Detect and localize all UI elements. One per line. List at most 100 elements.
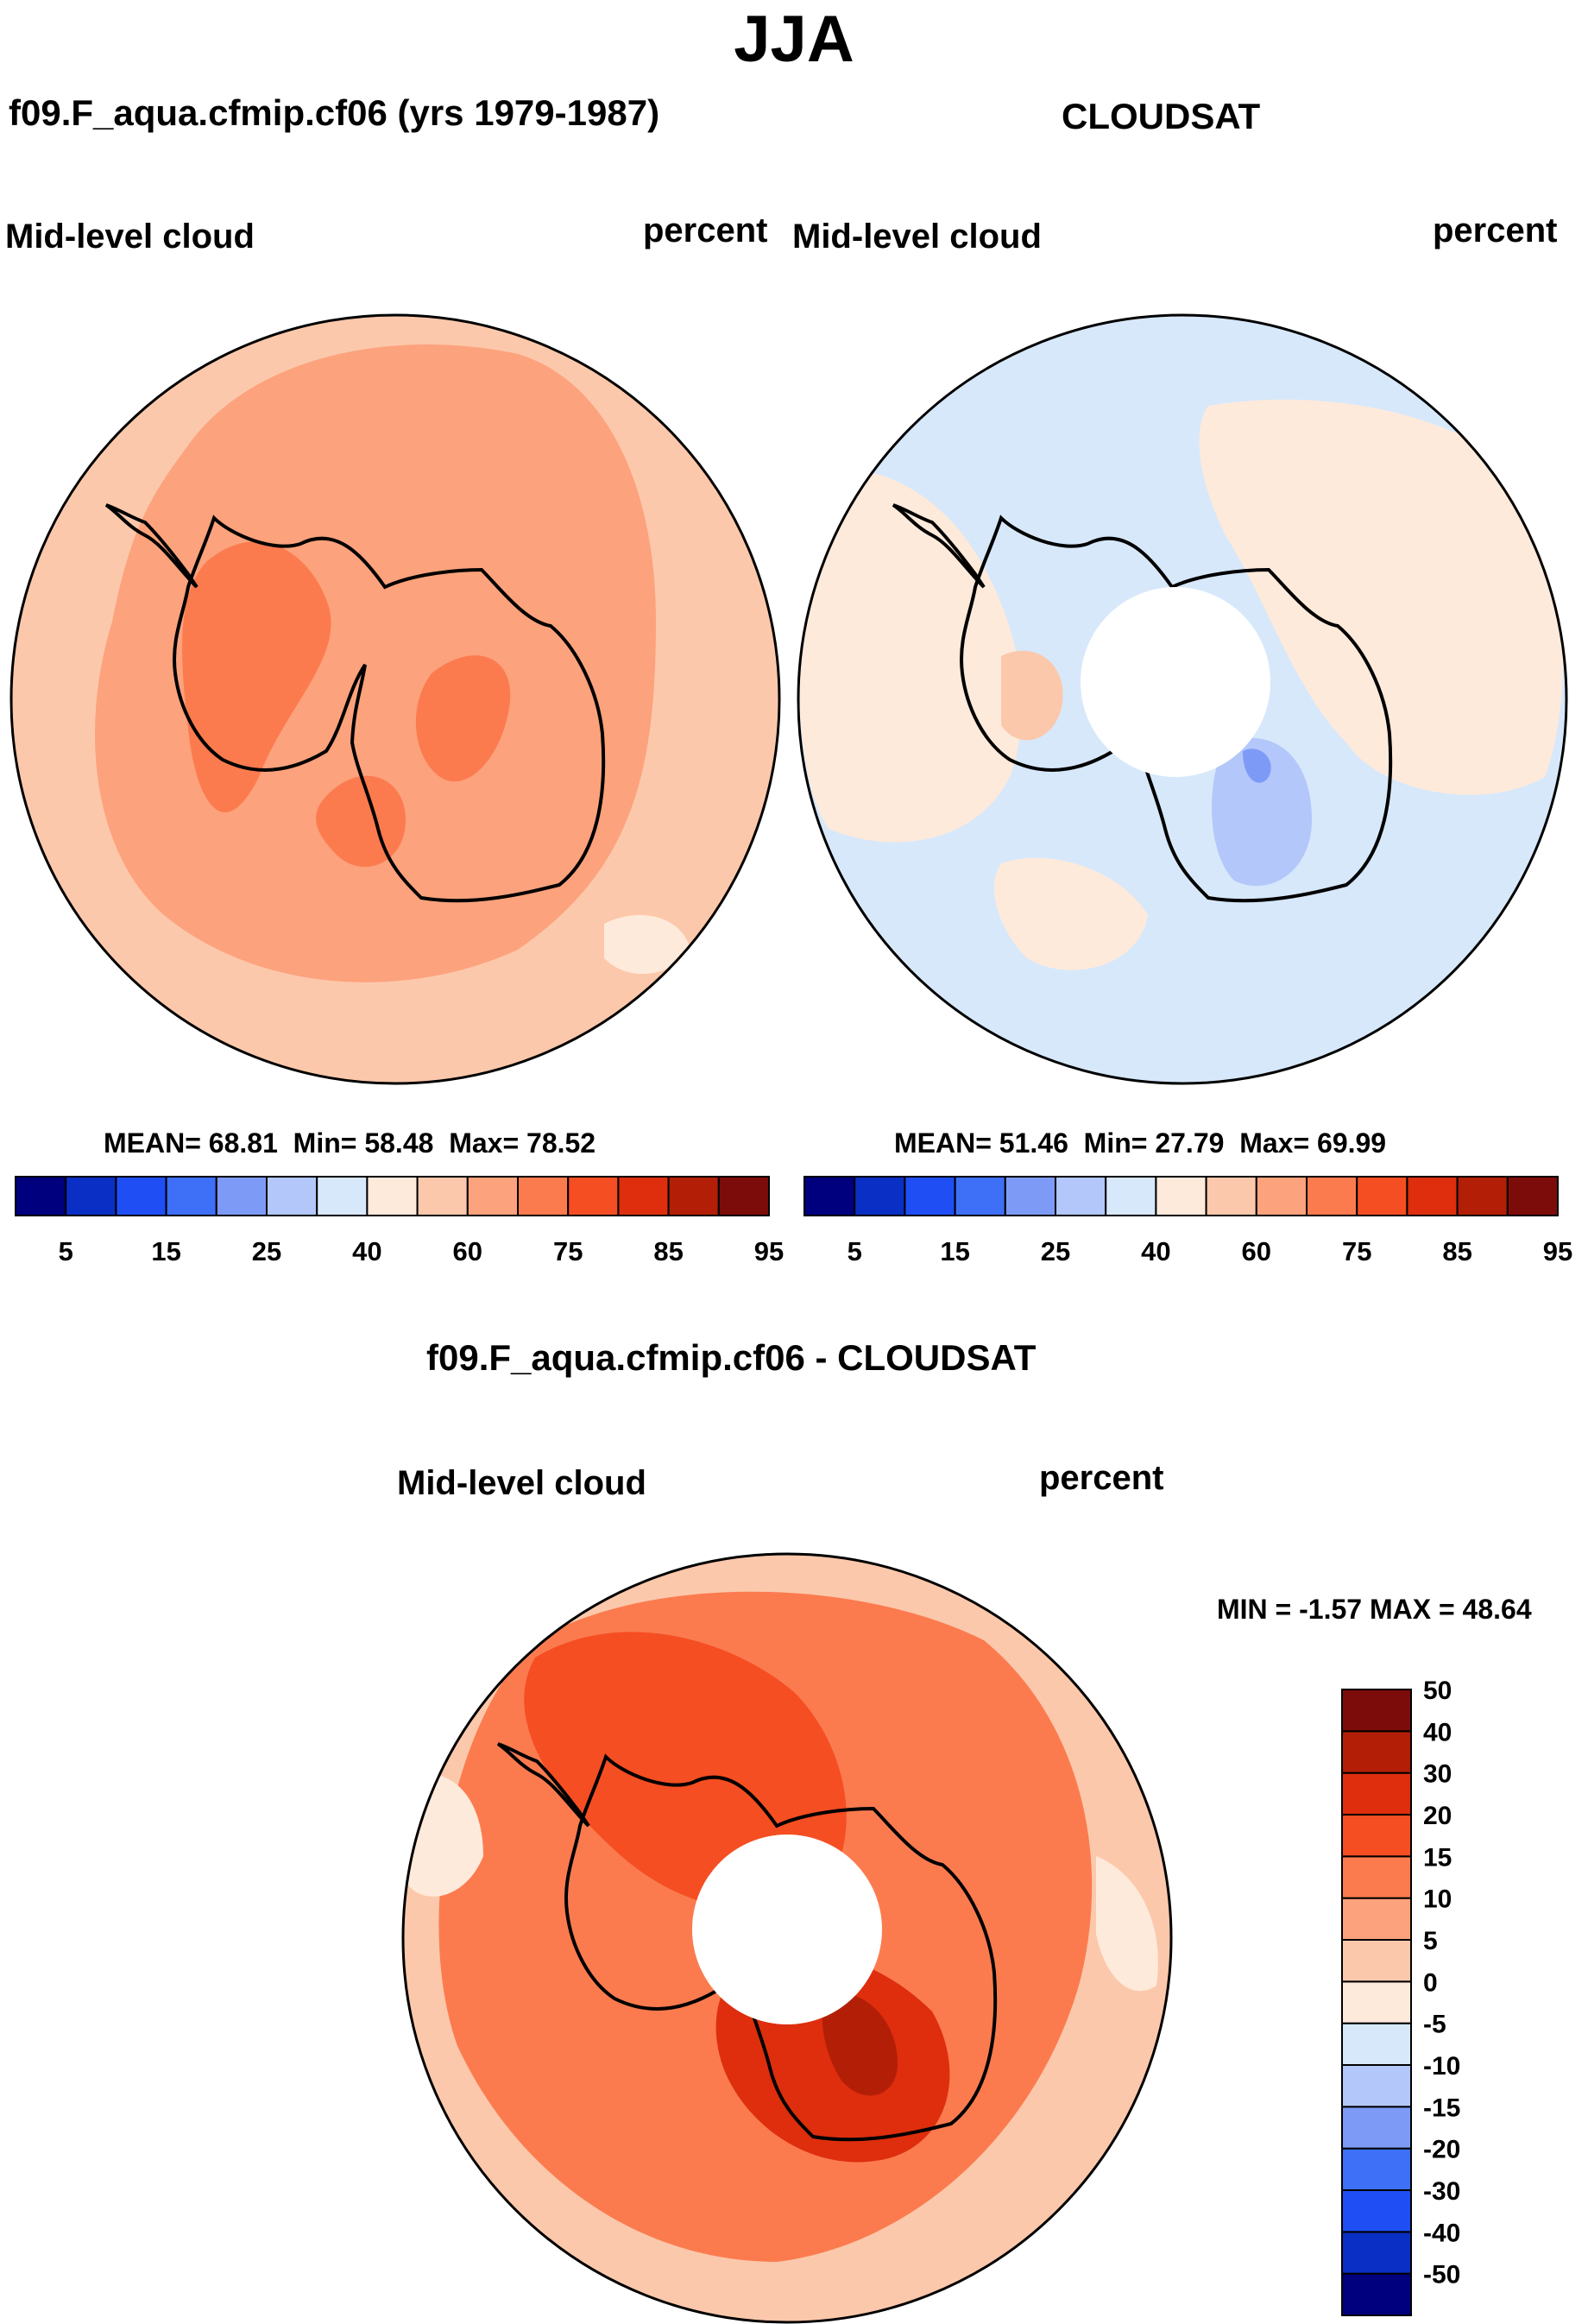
panel-2-colorbar-box-5 <box>1055 1176 1107 1216</box>
panel-3-colorbar-box-6 <box>1341 2022 1412 2067</box>
figure-title: JJA <box>734 3 854 76</box>
panel-3-colorbar-label-9: 10 <box>1423 1885 1452 1914</box>
panel-3-subtitle: f09.F_aqua.cfmip.cf06 - CLOUDSAT <box>426 1337 1037 1378</box>
panel-3-colorbar-label-6: -5 <box>1423 2011 1446 2039</box>
panel-1-colorbar-box-9 <box>466 1176 519 1216</box>
panel-2-min: 27.79 <box>1155 1127 1225 1159</box>
panel-2-colorbar-label-0: 5 <box>848 1236 862 1266</box>
panel-1-min-label: Min= <box>293 1127 357 1159</box>
panel-3-colorbar-box-4 <box>1341 2106 1412 2150</box>
panel-1-field-east-high <box>415 655 511 782</box>
panel-1-map <box>9 313 781 1085</box>
panel-1-colorbar-box-0 <box>15 1176 67 1216</box>
panel-2-colorbar-box-11 <box>1356 1176 1408 1216</box>
panel-3-colorbar-label-5: -10 <box>1423 2052 1460 2081</box>
panel-2-border <box>797 313 1568 1085</box>
panel-3-field-plateau-max <box>822 1992 898 2096</box>
panel-2-colorbar-box-2 <box>904 1176 956 1216</box>
panel-3-colorbar-label-8: 5 <box>1423 1927 1438 1955</box>
panel-3-field-low-east <box>1096 1856 1158 1992</box>
panel-1-min: 58.48 <box>364 1127 434 1159</box>
panel-1-colorbar-box-11 <box>567 1176 620 1216</box>
panel-1-colorbar-label-7: 95 <box>754 1236 784 1266</box>
panel-3-colorbar-label-3: -20 <box>1423 2136 1460 2164</box>
panel-1-subtitle: f09.F_aqua.cfmip.cf06 (yrs 1979-1987) <box>9 92 660 133</box>
panel-1-field-seaice <box>95 344 656 982</box>
panel-1-colorbar-box-4 <box>215 1176 268 1216</box>
panel-3-colorbar-box-9 <box>1341 1897 1412 1942</box>
panel-2-colorbar-label-4: 60 <box>1242 1236 1271 1266</box>
panel-3-colorbar-box-11 <box>1341 1814 1412 1858</box>
panel-2-field-plateau-low <box>1211 737 1312 887</box>
panel-2-stats: MEAN= 51.46 Min= 27.79 Max= 69.99 <box>894 1129 1386 1157</box>
panel-3-variable: Mid-level cloud <box>397 1464 646 1502</box>
panel-2-colorbar-label-6: 85 <box>1442 1236 1471 1266</box>
panel-2-colorbar-box-7 <box>1155 1176 1207 1216</box>
panel-2-colorbar-box-1 <box>854 1176 906 1216</box>
panel-2-colorbar-label-1: 15 <box>940 1236 969 1266</box>
panel-3-units: percent <box>1039 1459 1164 1497</box>
panel-2-colorbar-label-2: 25 <box>1041 1236 1070 1266</box>
panel-1-field-west-high <box>182 541 331 812</box>
panel-3-colorbar-box-1 <box>1341 2231 1412 2275</box>
panel-3-colorbar-label-13: 40 <box>1423 1718 1452 1746</box>
panel-3-colorbar-label-2: -30 <box>1423 2177 1460 2206</box>
panel-3-colorbar-box-3 <box>1341 2147 1412 2192</box>
panel-1-mean: 68.81 <box>208 1127 278 1159</box>
panel-1-colorbar-box-3 <box>165 1176 217 1216</box>
panel-2-colorbar-box-10 <box>1306 1176 1358 1216</box>
panel-1-colorbar-box-6 <box>316 1176 369 1216</box>
panel-3-colorbar-label-0: -50 <box>1423 2261 1460 2289</box>
panel-1-mean-label: MEAN= <box>104 1127 201 1159</box>
panel-3-border <box>401 1552 1173 2324</box>
panel-1-units: percent <box>643 212 768 249</box>
panel-2-units: percent <box>1433 212 1558 249</box>
panel-2-mean: 51.46 <box>999 1127 1068 1159</box>
panel-2-colorbar-box-13 <box>1456 1176 1509 1216</box>
panel-2-max-label: Max= <box>1239 1127 1310 1159</box>
panel-1-colorbar-label-4: 60 <box>453 1236 482 1266</box>
panel-1-colorbar-box-13 <box>667 1176 720 1216</box>
panel-1-colorbar-label-5: 75 <box>553 1236 583 1266</box>
panel-3-colorbar-box-12 <box>1341 1771 1412 1816</box>
panel-2-colorbar-box-14 <box>1506 1176 1560 1216</box>
panel-3-colorbar-box-13 <box>1341 1730 1412 1774</box>
panel-2-mean-label: MEAN= <box>894 1127 992 1159</box>
panel-3-colorbar-label-4: -15 <box>1423 2093 1460 2122</box>
panel-1-colorbar-label-3: 40 <box>352 1236 381 1266</box>
panel-2-field-peninsula-high <box>1001 650 1063 741</box>
panel-1-colorbar-box-10 <box>517 1176 570 1216</box>
panel-3-colorbar-label-1: -40 <box>1423 2219 1460 2247</box>
panel-1-colorbar-box-14 <box>717 1176 770 1216</box>
panel-3-stats: MIN = -1.57 MAX = 48.64 <box>1217 1594 1532 1625</box>
panel-1-max-label: Max= <box>449 1127 520 1159</box>
panel-3-map <box>401 1552 1173 2324</box>
panel-2-colorbar-box-4 <box>1004 1176 1057 1216</box>
panel-2-field-ross <box>993 857 1148 970</box>
panel-1-colorbar-label-1: 15 <box>151 1236 180 1266</box>
panel-3-colorbar-box-0 <box>1341 2272 1412 2317</box>
colorbars: 5 15 25 40 60 75 85 95 5 15 25 40 60 75 85 95-50-40-30-… <box>15 1176 1572 2317</box>
panel-2-colorbar-box-0 <box>803 1176 856 1216</box>
panel-2-colorbar-box-12 <box>1406 1176 1459 1216</box>
panel-2-variable: Mid-level cloud <box>792 218 1042 256</box>
panel-3-colorbar-box-14 <box>1341 1689 1412 1733</box>
panel-3-colorbar-box-5 <box>1341 2064 1412 2108</box>
panel-2-field-east <box>1199 399 1564 795</box>
panel-1-variable: Mid-level cloud <box>5 218 255 256</box>
panel-3-colorbar-label-7: 0 <box>1423 1968 1438 1997</box>
panel-2-max: 69.99 <box>1317 1127 1387 1159</box>
panel-1-field-low-patch <box>604 915 690 975</box>
panel-1-colorbar-box-12 <box>617 1176 670 1216</box>
panel-2-colorbar-label-7: 95 <box>1543 1236 1572 1266</box>
panel-3-colorbar-box-7 <box>1341 1980 1412 2024</box>
panel-1-colorbar-label-0: 5 <box>59 1236 73 1266</box>
panel-2-colorbar-box-8 <box>1205 1176 1257 1216</box>
panel-3-colorbar-label-11: 20 <box>1423 1802 1452 1830</box>
panel-3-colorbar-box-8 <box>1341 1939 1412 1983</box>
panel-3-colorbar-label-10: 15 <box>1423 1843 1452 1872</box>
panel-2-colorbar-box-9 <box>1255 1176 1308 1216</box>
panel-1-colorbar-box-7 <box>366 1176 419 1216</box>
panel-1-colorbar-box-5 <box>266 1176 318 1216</box>
